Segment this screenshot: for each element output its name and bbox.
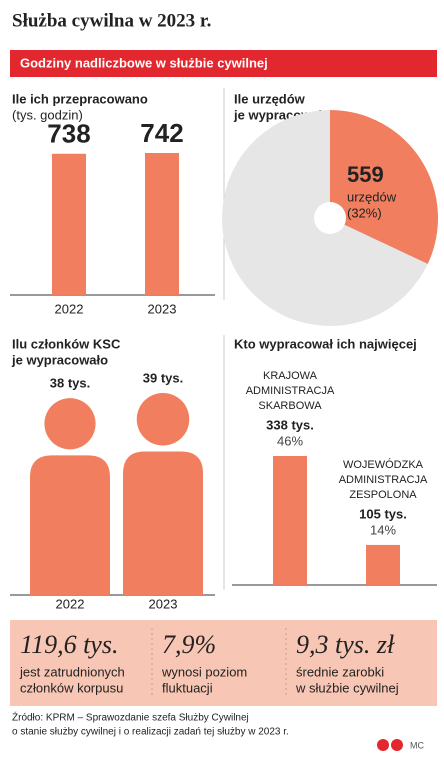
stat-text: członków korpusu	[20, 680, 123, 695]
stat-text: jest zatrudnionych	[19, 664, 125, 679]
category-label: KRAJOWA	[263, 370, 318, 382]
stats-box	[10, 620, 437, 706]
source: Źródło: KPRM – Sprawozdanie szefa Służby…	[12, 711, 249, 724]
category-label: WOJEWÓDZKA	[343, 458, 424, 471]
pie-hole	[314, 202, 346, 234]
value-label: 742	[140, 118, 183, 148]
panel-title: Ile ich przepracowano	[12, 91, 148, 106]
stat-value: 9,3 tys. zł	[296, 630, 395, 659]
category-label: SKARBOWA	[258, 400, 322, 412]
bar	[273, 456, 307, 585]
count-label: 559	[347, 162, 384, 187]
credit: MC	[410, 740, 424, 750]
value-label: 338 tys.	[266, 417, 314, 432]
value-label: 105 tys.	[359, 506, 407, 521]
logo-icon	[377, 739, 389, 751]
stat-text: w służbie cywilnej	[295, 680, 399, 695]
category-label: 2023	[148, 301, 177, 316]
panel-title: je wypracowało	[11, 352, 108, 367]
share-label: 46%	[277, 433, 303, 448]
bar	[145, 153, 179, 295]
stat-value: 119,6 tys.	[20, 630, 118, 659]
logo-icon	[391, 739, 403, 751]
stat-text: fluktuacji	[162, 680, 213, 695]
stat-value: 7,9%	[162, 630, 216, 659]
category-label: 2022	[56, 596, 85, 611]
unit-label: urzędów	[347, 189, 397, 204]
category-label: 2023	[149, 596, 178, 611]
share-label: (32%)	[347, 205, 382, 220]
share-label: 14%	[370, 522, 396, 537]
bar	[366, 544, 400, 585]
value-label: 38 tys.	[50, 376, 90, 391]
bar	[52, 153, 86, 295]
panel-title: Kto wypracował ich najwięcej	[234, 336, 417, 351]
person-figure	[123, 392, 203, 595]
category-label: ADMINISTRACJA	[339, 474, 428, 486]
person-figure	[30, 398, 110, 595]
category-label: ZESPOLONA	[349, 489, 417, 501]
panel-subtitle: (tys. godzin)	[12, 107, 83, 122]
stat-text: średnie zarobki	[296, 664, 384, 679]
source: o stanie służby cywilnej i o realizacji …	[12, 727, 289, 738]
pie-slice	[330, 110, 438, 264]
banner-text: Godziny nadliczbowe w służbie cywilnej	[20, 55, 268, 70]
page-title: Służba cywilna w 2023 r.	[12, 10, 211, 31]
category-label: ADMINISTRACJA	[246, 385, 335, 397]
stat-text: wynosi poziom	[161, 664, 247, 679]
banner	[10, 50, 437, 77]
value-label: 39 tys.	[143, 370, 183, 385]
category-label: 2022	[55, 301, 84, 316]
panel-title: Ile urzędów	[234, 91, 306, 106]
panel-title: Ilu członków KSC	[12, 336, 121, 351]
value-label: 738	[47, 119, 90, 149]
